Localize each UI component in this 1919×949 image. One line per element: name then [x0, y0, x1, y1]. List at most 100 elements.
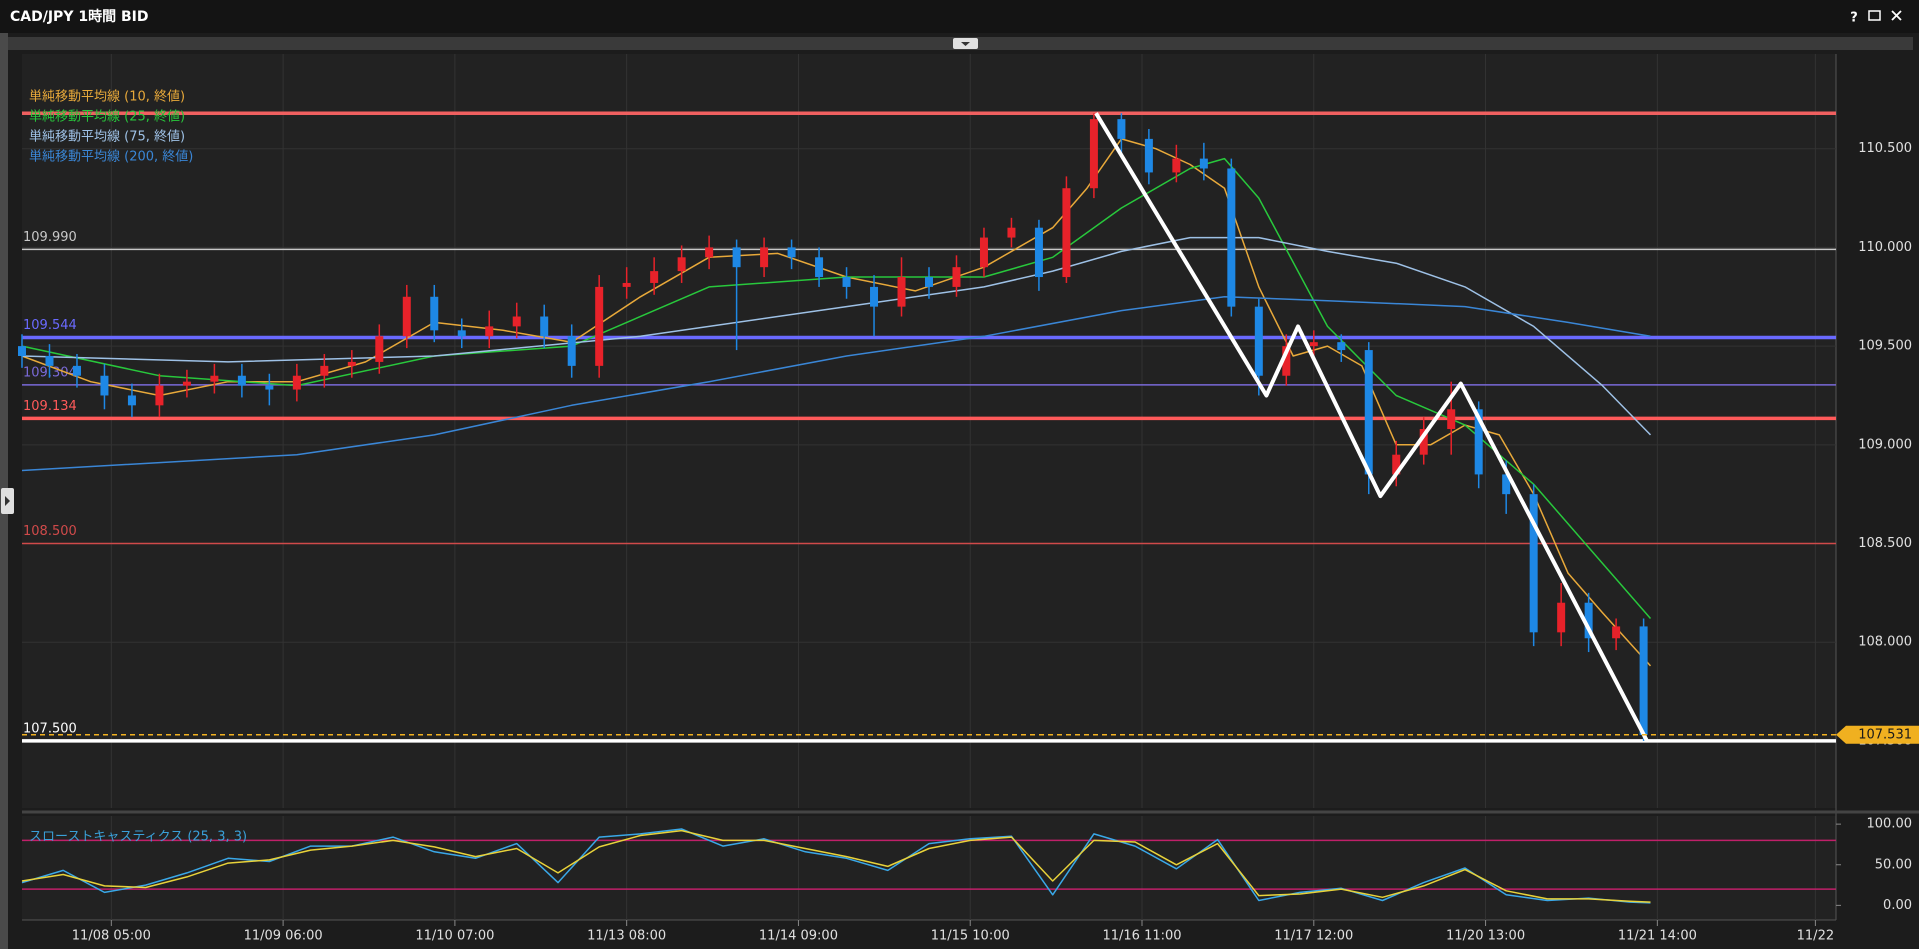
current-price-label: 107.531 — [1858, 727, 1912, 742]
candle-body — [1639, 626, 1648, 735]
candle-body — [292, 375, 301, 390]
candle-body — [1254, 306, 1263, 376]
x-tick-label: 11/08 05:00 — [72, 929, 151, 944]
candle-body — [1584, 602, 1593, 639]
moving-average-line — [21, 236, 1652, 436]
candle-body — [842, 277, 851, 287]
candle-body — [622, 282, 631, 287]
level-label: 109.544 — [23, 318, 77, 333]
candle-body — [1337, 342, 1346, 351]
candle-body — [237, 375, 246, 386]
candle-body — [1502, 474, 1511, 495]
candle-body — [72, 365, 81, 376]
candle-body — [1529, 494, 1538, 633]
y-tick-label: 100.00 — [1867, 817, 1913, 832]
candle-body — [100, 375, 109, 396]
candle-body — [567, 336, 576, 366]
candle-body — [512, 316, 521, 327]
candle-body — [1199, 158, 1208, 169]
candle-body — [182, 381, 191, 386]
legend-entry: 単純移動平均線 (75, 終値) — [29, 129, 185, 145]
candle-body — [1557, 602, 1566, 633]
legend-entry: 単純移動平均線 (200, 終値) — [29, 149, 193, 165]
candle-body — [457, 330, 466, 337]
candle-body — [760, 247, 769, 268]
x-tick-label: 11/10 07:00 — [415, 929, 494, 944]
level-label: 109.134 — [23, 399, 77, 414]
x-tick-label: 11/13 08:00 — [587, 929, 666, 944]
candle-body — [402, 296, 411, 337]
y-tick-label: 50.00 — [1875, 857, 1912, 872]
x-tick-label: 11/21 14:00 — [1618, 929, 1697, 944]
candle-body — [1419, 429, 1428, 455]
candle-body — [1089, 119, 1098, 189]
candle-body — [265, 385, 274, 390]
candle-body — [18, 346, 26, 356]
candle-body — [1282, 346, 1291, 376]
candle-body — [787, 247, 796, 258]
y-tick-label: 108.500 — [1858, 536, 1912, 551]
candle-body — [127, 395, 136, 406]
candle-body — [870, 286, 879, 307]
moving-average-line — [21, 296, 1651, 472]
title-bar — [0, 0, 1919, 33]
candle-body — [595, 286, 604, 366]
candle-body — [650, 271, 659, 283]
candle-body — [705, 247, 714, 258]
main-plot-area — [22, 54, 1836, 808]
y-tick-label: 108.000 — [1858, 635, 1912, 650]
y-tick-label: 0.00 — [1883, 898, 1912, 913]
window-title: CAD/JPY 1時間 BID — [10, 8, 148, 25]
current-price-tag — [1836, 725, 1919, 744]
candle-body — [1447, 409, 1456, 430]
x-tick-label: 11/15 10:00 — [931, 929, 1010, 944]
candle-body — [1227, 168, 1236, 307]
candle-body — [897, 277, 906, 307]
candle-body — [1144, 138, 1153, 173]
candle-body — [1309, 342, 1318, 347]
help-button[interactable]: ? — [1850, 11, 1858, 26]
x-tick-label: 11/17 12:00 — [1274, 929, 1353, 944]
candle-body — [1392, 454, 1401, 475]
candle-body — [1034, 227, 1043, 278]
candle-body — [952, 267, 961, 287]
candle-body — [1364, 350, 1373, 475]
oscillator-line — [21, 829, 1651, 903]
x-tick-label: 11/20 13:00 — [1446, 929, 1525, 944]
candle-body — [677, 257, 686, 272]
y-tick-label: 110.500 — [1858, 141, 1912, 156]
candle-body — [430, 296, 439, 331]
candle-body — [1117, 119, 1126, 139]
y-tick-label: 110.000 — [1858, 240, 1912, 255]
level-label: 108.500 — [23, 524, 77, 539]
side-toggle-icon — [5, 496, 10, 506]
candle-body — [320, 365, 329, 376]
candle-body — [485, 326, 494, 337]
legend-entry: 単純移動平均線 (10, 終値) — [29, 89, 185, 105]
candle-body — [1474, 409, 1483, 475]
level-label: 107.500 — [23, 721, 77, 736]
oscillator-line — [21, 828, 1651, 904]
candle-body — [1172, 158, 1181, 173]
x-tick-label: 11/09 06:00 — [244, 929, 323, 944]
candle-body — [925, 277, 933, 287]
close-button[interactable] — [1891, 10, 1902, 21]
y-tick-label: 109.000 — [1858, 437, 1912, 452]
oscillator-plot-area — [22, 816, 1836, 920]
x-tick-label: 11/14 09:00 — [759, 929, 838, 944]
candle-body — [155, 385, 164, 406]
legend-entry: 単純移動平均線 (25, 終値) — [29, 109, 185, 125]
candle-body — [1612, 626, 1621, 639]
candle-body — [210, 375, 219, 382]
candle-body — [815, 257, 824, 278]
candle-body — [45, 355, 54, 366]
candle-body — [347, 361, 356, 366]
x-tick-label: 11/16 11:00 — [1102, 929, 1181, 944]
candle-body — [1062, 188, 1071, 278]
oscillator-title: スローストキャスティクス (25, 3, 3) — [29, 830, 247, 845]
x-tick-label: 11/22 — [1797, 929, 1834, 944]
candle-body — [540, 316, 549, 337]
maximize-button[interactable] — [1868, 10, 1881, 21]
trend-annotation-line — [1094, 112, 1649, 742]
toolbar-toggle-icon — [961, 42, 970, 46]
